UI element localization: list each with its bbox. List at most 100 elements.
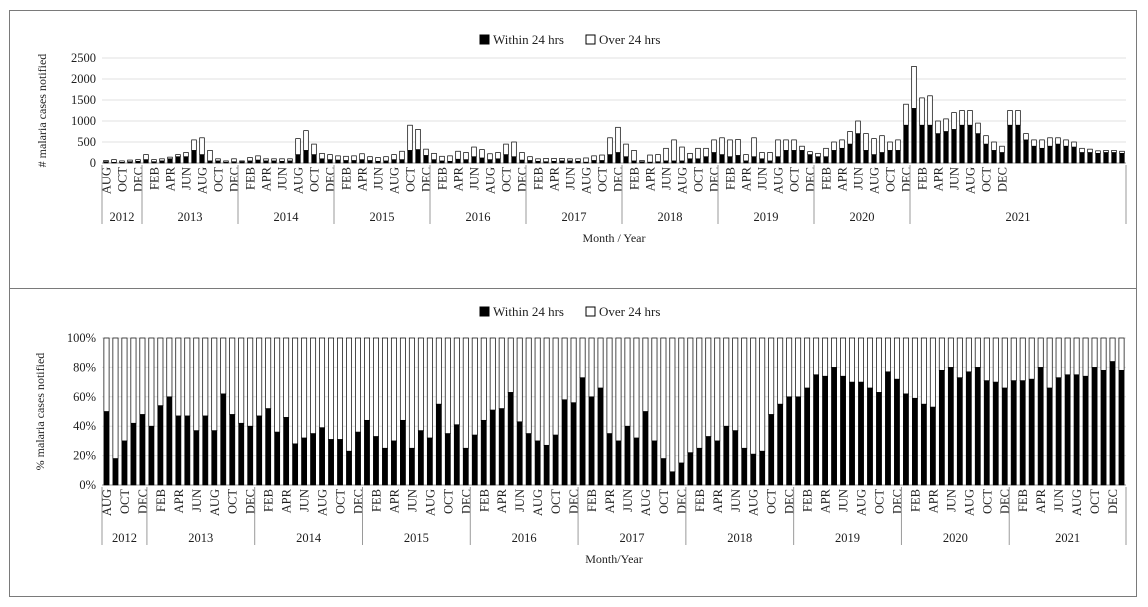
bar-within-24-hrs: [855, 133, 861, 164]
bar-over-24-hrs: [804, 337, 811, 389]
bar-within-24-hrs: [193, 430, 200, 486]
x-tick-label-year: 2020: [943, 531, 968, 545]
bar-over-24-hrs: [1087, 148, 1093, 153]
bar-within-24-hrs: [247, 425, 254, 486]
bar-over-24-hrs: [1073, 337, 1080, 376]
bar-within-24-hrs: [750, 453, 757, 486]
bar-within-24-hrs: [719, 154, 725, 164]
x-tick-label-month: APR: [711, 488, 725, 513]
x-tick-label-month: AUG: [423, 489, 437, 516]
bar-within-24-hrs: [777, 403, 784, 486]
bar-over-24-hrs: [1039, 139, 1045, 149]
bar-within-24-hrs: [167, 158, 173, 164]
bar-within-24-hrs: [867, 387, 873, 486]
bar-within-24-hrs: [337, 439, 343, 486]
bar-over-24-hrs: [863, 133, 869, 151]
bar-within-24-hrs: [759, 158, 765, 164]
bar-over-24-hrs: [337, 337, 343, 440]
bar-over-24-hrs: [191, 139, 197, 151]
bar-over-24-hrs: [723, 337, 730, 427]
bar-over-24-hrs: [849, 337, 855, 383]
x-tick-label-month: DEC: [420, 167, 434, 192]
bar-over-24-hrs: [831, 141, 837, 151]
bar-over-24-hrs: [495, 152, 501, 160]
bar-within-24-hrs: [839, 148, 845, 164]
x-tick-label-month: OCT: [118, 489, 132, 514]
bar-within-24-hrs: [346, 450, 352, 486]
bar-within-24-hrs: [588, 396, 595, 486]
x-tick-label-month: APR: [280, 488, 294, 513]
bar-over-24-hrs: [535, 158, 541, 162]
bar-over-24-hrs: [711, 139, 717, 153]
bar-over-24-hrs: [498, 337, 505, 409]
bar-within-24-hrs: [103, 411, 110, 486]
x-tick-label-month: AUG: [639, 489, 653, 516]
bar-within-24-hrs: [480, 420, 487, 486]
bar-within-24-hrs: [831, 150, 837, 164]
bar-within-24-hrs: [1047, 145, 1053, 164]
x-tick-label-year: 2014: [274, 210, 300, 224]
bar-over-24-hrs: [239, 160, 245, 163]
bar-over-24-hrs: [223, 160, 229, 163]
bar-over-24-hrs: [679, 146, 685, 162]
x-tick-label-month: APR: [740, 166, 754, 191]
bar-within-24-hrs: [143, 159, 149, 164]
x-tick-label-month: DEC: [900, 167, 914, 192]
x-tick-label-year: 2015: [370, 210, 395, 224]
bar-over-24-hrs: [516, 337, 523, 423]
x-tick-label-month: OCT: [441, 489, 455, 514]
bar-over-24-hrs: [399, 150, 405, 160]
x-tick-label-month: JUN: [621, 489, 635, 512]
bar-over-24-hrs: [992, 337, 999, 383]
bar-within-24-hrs: [879, 152, 885, 164]
bar-within-24-hrs: [479, 157, 485, 164]
bar-within-24-hrs: [1103, 152, 1109, 164]
bar-over-24-hrs: [705, 337, 712, 437]
bar-over-24-hrs: [310, 337, 317, 434]
x-tick-label-year: 2018: [727, 531, 752, 545]
x-tick-label-month: FEB: [154, 489, 168, 512]
bar-within-24-hrs: [570, 402, 577, 486]
x-tick-label-month: FEB: [693, 489, 707, 512]
bar-within-24-hrs: [184, 415, 191, 486]
bar-over-24-hrs: [777, 337, 784, 405]
bar-within-24-hrs: [355, 431, 361, 486]
bar-within-24-hrs: [633, 437, 640, 486]
bar-over-24-hrs: [951, 112, 957, 130]
bar-within-24-hrs: [599, 160, 605, 164]
bar-within-24-hrs: [894, 378, 900, 486]
bar-within-24-hrs: [696, 447, 703, 486]
bar-over-24-hrs: [215, 158, 221, 162]
bar-over-24-hrs: [1079, 147, 1085, 153]
x-tick-label-month: FEB: [585, 489, 599, 512]
bar-within-24-hrs: [975, 133, 981, 164]
bar-over-24-hrs: [759, 337, 766, 452]
bar-within-24-hrs: [974, 367, 981, 486]
bar-over-24-hrs: [975, 122, 981, 134]
bar-within-24-hrs: [543, 445, 550, 486]
bar-over-24-hrs: [1103, 150, 1109, 153]
bar-within-24-hrs: [199, 154, 205, 164]
bar-within-24-hrs: [983, 380, 990, 486]
bar-over-24-hrs: [525, 337, 532, 434]
bar-within-24-hrs: [935, 133, 941, 164]
x-tick-label-month: AUG: [100, 167, 114, 194]
x-tick-label-month: AUG: [388, 167, 402, 194]
x-tick-label-month: AUG: [964, 167, 978, 194]
bar-over-24-hrs: [335, 155, 341, 161]
x-tick-label-month: APR: [836, 166, 850, 191]
bar-within-24-hrs: [660, 458, 667, 486]
bar-within-24-hrs: [705, 436, 712, 486]
bar-over-24-hrs: [867, 337, 873, 389]
bar-within-24-hrs: [238, 422, 245, 486]
bar-within-24-hrs: [642, 411, 649, 486]
bar-within-24-hrs: [791, 150, 797, 164]
bar-over-24-hrs: [678, 337, 685, 464]
legend-label-within-24-hrs: Within 24 hrs: [493, 32, 564, 47]
bar-over-24-hrs: [112, 337, 119, 459]
bar-within-24-hrs: [579, 377, 586, 486]
bar-over-24-hrs: [786, 337, 793, 398]
bar-over-24-hrs: [238, 337, 245, 424]
bar-over-24-hrs: [507, 337, 514, 393]
bar-over-24-hrs: [727, 139, 733, 158]
